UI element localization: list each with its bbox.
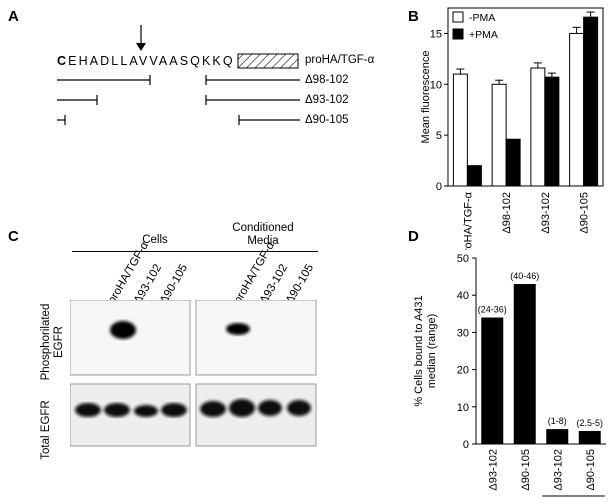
chart-d-ytick-label: 50 [457, 253, 469, 265]
chart-b-ylabel: Mean fluorescence [420, 51, 432, 144]
deletion-line-90-105 [57, 115, 300, 125]
band-phospho-media-prohatgf [226, 323, 250, 335]
deletion-line-93-102 [57, 95, 300, 105]
chart-b-legend-swatch [452, 28, 464, 40]
blot-phospho-media [195, 300, 317, 376]
chart-d-bar [546, 429, 569, 444]
panel-d-letter: D [408, 228, 419, 245]
deletion-line-98-102 [57, 75, 300, 85]
chart-b-bar [452, 73, 468, 187]
row-label-total-egfr: Total EGFR [40, 400, 52, 460]
chart-b-bar [530, 67, 546, 187]
chart-b-xtick-label: proHA/TGF-α [462, 191, 474, 250]
chart-b-bar [583, 16, 599, 187]
chart-d-data-label: (1-8) [548, 416, 567, 426]
chart-b-legend-label: -PMA [469, 12, 495, 24]
chart-d-bar [513, 284, 536, 444]
chart-d-ytick-label: 10 [457, 402, 469, 414]
chart-d-data-label: (40-46) [510, 271, 539, 281]
cleavage-arrow [136, 25, 146, 51]
transmembrane-box [237, 53, 299, 69]
group-label-cells: Cells [142, 234, 168, 246]
chart-d-xtick-label: Δ90-105 [520, 449, 532, 491]
chart-b-bar [544, 76, 560, 187]
chart-b-bar [491, 83, 507, 187]
chart-d-xtick-label: Δ90-105 [585, 449, 597, 491]
band-phospho-cells-prohatgf [110, 321, 136, 339]
sequence-residues: EHADLLAVVAASQKKQ [68, 54, 235, 68]
construct-label-90-105: Δ90-105 [305, 114, 349, 126]
deletion-map [57, 25, 300, 125]
sequence-cysteine: C [57, 54, 69, 68]
row-label-phospho-egfr: Phosphorilated EGFR [40, 303, 65, 381]
peptide-sequence: CEHADLLAVVAASQKKQ [57, 54, 235, 68]
western-blots [70, 300, 317, 447]
group-line-media [198, 251, 318, 252]
bands-total-media [200, 399, 311, 417]
chart-d-data-label: (24-36) [478, 305, 507, 315]
chart-b-xtick-label: Δ93-102 [540, 192, 552, 234]
group-line-cells [72, 251, 202, 252]
chart-d-data-label: (2.5-5) [576, 418, 603, 428]
chart-d-xtick-label: Δ93-102 [552, 449, 564, 491]
chart-b-ytick-label: 15 [430, 28, 442, 40]
chart-b-ytick-label: 5 [436, 130, 442, 142]
chart-d-ytick-label: 30 [457, 327, 469, 339]
chart-d-cells-bound: 0 10 20 30 40 50 % Cells bound to A431 median (… [413, 253, 606, 502]
chart-d-ylabel: % Cells bound to A431 [413, 295, 425, 406]
chart-d-ylabel: median (range) [426, 314, 438, 389]
chart-d-bar [481, 317, 504, 444]
panel-b-letter: B [408, 8, 419, 25]
chart-b-fluorescence: 0 5 10 15 Mean fluorescence proHA/TGF-α Δ98-10… [420, 7, 604, 250]
construct-label-98-102: Δ98-102 [305, 74, 349, 86]
chart-b-xtick-label: Δ98-102 [501, 192, 513, 234]
chart-b-bar [569, 32, 585, 187]
chart-b-legend-label: +PMA [469, 29, 498, 41]
chart-b-ytick-label: 0 [436, 181, 442, 193]
group-label-media: Conditioned Media [232, 222, 294, 247]
bands-total-cells [75, 403, 187, 417]
chart-d-ytick-label: 20 [457, 365, 469, 377]
chart-d-bar [578, 430, 601, 444]
construct-label-prohatgf: proHA/TGF-α [305, 54, 375, 66]
chart-d-xtick-label: Δ93-102 [487, 449, 499, 491]
chart-b-legend-swatch [452, 11, 464, 23]
chart-d-ytick-label: 0 [463, 439, 469, 451]
chart-d-ytick-label: 40 [457, 290, 469, 302]
panel-c-letter: C [8, 228, 19, 245]
panel-a-letter: A [8, 8, 19, 25]
construct-label-93-102: Δ93-102 [305, 94, 349, 106]
chart-b-bar [466, 165, 482, 187]
chart-b-frame [447, 7, 604, 187]
chart-b-xtick-label: Δ90-105 [579, 192, 591, 234]
chart-b-ytick-label: 10 [430, 79, 442, 91]
chart-b-bar [505, 138, 521, 187]
